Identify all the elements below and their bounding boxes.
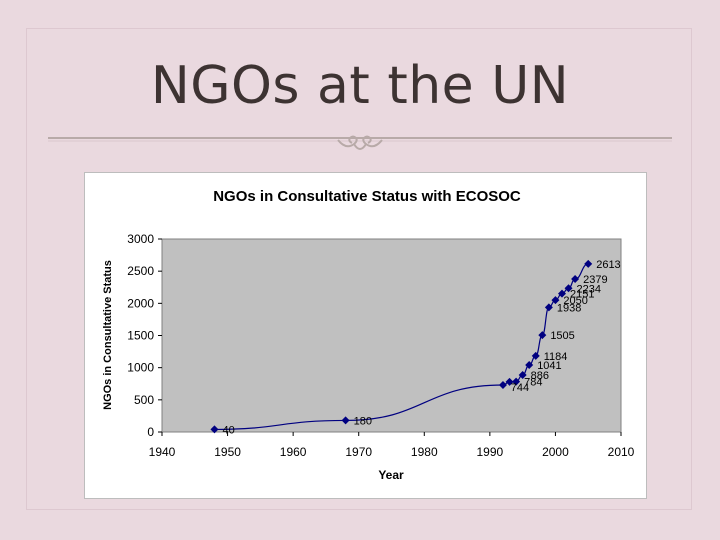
x-tick-label: 2010: [608, 445, 635, 459]
slide-frame: [26, 28, 692, 510]
data-point-marker: [498, 381, 507, 390]
y-tick-label: 2000: [127, 296, 154, 310]
series-line: [214, 263, 589, 431]
data-point-marker: [564, 284, 573, 293]
data-point-marker: [557, 289, 566, 298]
data-label: 40: [222, 424, 234, 436]
data-label: 1938: [557, 302, 581, 314]
data-label: 2050: [563, 295, 587, 307]
y-tick-label: 2500: [127, 264, 154, 278]
data-point-marker: [571, 274, 580, 283]
data-label: 2613: [596, 259, 620, 271]
chart-container: NGOs in Consultative Status with ECOSOC …: [84, 172, 647, 499]
data-label: 744: [511, 382, 529, 394]
data-label: 2234: [577, 283, 601, 295]
data-point-marker: [531, 351, 540, 360]
data-label: 784: [524, 377, 542, 389]
divider-ornament: [48, 135, 672, 150]
data-label: 886: [531, 370, 549, 382]
chart-title: NGOs in Consultative Status with ECOSOC: [213, 188, 521, 205]
data-label: 1505: [550, 330, 574, 342]
data-label: 2379: [583, 274, 607, 286]
data-point-marker: [505, 377, 514, 386]
x-axis-label: Year: [378, 468, 404, 482]
data-point-marker: [551, 296, 560, 305]
flourish-icon: [337, 135, 383, 150]
y-tick-label: 3000: [127, 232, 154, 246]
data-label: 180: [354, 415, 372, 427]
x-tick-label: 1940: [149, 445, 176, 459]
chart-svg: NGOs in Consultative Status with ECOSOC …: [102, 188, 635, 482]
data-point-marker: [512, 377, 521, 386]
slide-title: NGOs at the UN: [150, 56, 570, 116]
data-point-marker: [210, 425, 219, 434]
data-point-marker: [525, 361, 534, 370]
series-layer: 4018078488610411184150519382050215122342…: [210, 259, 621, 436]
data-point-marker: [518, 371, 527, 380]
data-label: 1184: [544, 351, 568, 363]
x-tick-label: 1990: [477, 445, 504, 459]
x-tick-label: 2000: [542, 445, 569, 459]
y-tick-label: 0: [147, 425, 154, 439]
data-point-marker: [544, 303, 553, 312]
data-point-marker: [341, 416, 350, 425]
y-tick-label: 1000: [127, 361, 154, 375]
x-tick-label: 1970: [345, 445, 372, 459]
x-tick-label: 1950: [214, 445, 241, 459]
data-point-marker: [538, 331, 547, 340]
x-tick-label: 1980: [411, 445, 438, 459]
y-tick-label: 500: [134, 393, 154, 407]
data-label: 2151: [570, 289, 594, 301]
x-tick-label: 1960: [280, 445, 307, 459]
data-label: 1041: [537, 360, 561, 372]
data-point-marker: [584, 259, 593, 268]
axes-layer: 0 500 1000 1500 2000 2500 3000 1940 1950 1960 1970…: [127, 232, 634, 459]
y-axis-label: NGOs in Consultative Status: [102, 260, 114, 410]
y-tick-label: 1500: [127, 329, 154, 343]
